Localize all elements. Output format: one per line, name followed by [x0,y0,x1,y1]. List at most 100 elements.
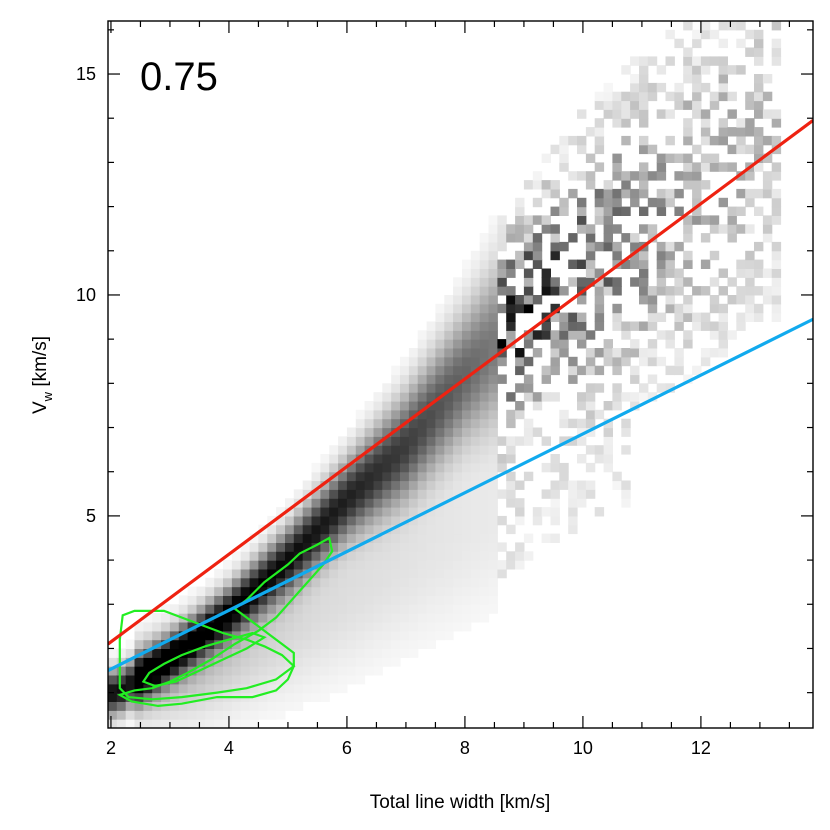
heatmap-cell [125,710,136,720]
heatmap-cell [612,171,622,181]
heatmap-cell [320,604,330,614]
heatmap-cell [692,65,702,75]
heatmap-cell [532,427,543,437]
heatmap-cell [621,259,631,269]
heatmap-cell [187,648,197,658]
heatmap-cell [134,719,144,728]
heatmap-cell [187,639,197,649]
heatmap-cell [444,330,454,340]
heatmap-cell [400,392,410,402]
heatmap-cell [479,445,490,455]
heatmap-cell [745,91,755,102]
heatmap-cell [231,586,242,596]
heatmap-cell [444,462,454,473]
heatmap-cell [169,639,180,649]
heatmap-cell [302,692,313,702]
heatmap-cell [754,109,764,119]
heatmap-cell [346,507,357,517]
heatmap-cell [426,604,436,614]
heatmap-cell [603,462,613,473]
heatmap-cell [426,356,436,367]
heatmap-cell [647,356,658,367]
heatmap-cell [187,692,197,702]
heatmap-cell [285,683,295,694]
heatmap-cell [426,427,436,437]
heatmap-cell [223,710,233,720]
heatmap-cell [462,295,472,305]
heatmap-cell [754,241,764,252]
heatmap-cell [762,295,773,305]
heatmap-cell [346,471,357,482]
heatmap-cell [152,613,162,623]
heatmap-cell [506,312,516,322]
heatmap-cell [453,507,463,517]
heatmap-cell [408,436,419,446]
heatmap-cell [506,330,516,340]
heatmap-cell [444,551,454,561]
heatmap-cell [435,374,445,384]
heatmap-cell [258,630,268,641]
heatmap-cell [603,109,613,119]
heatmap-cell [311,595,321,605]
heatmap-cell [462,330,472,340]
heatmap-cell [444,454,454,464]
heatmap-cell [285,701,295,711]
heatmap-cell [621,180,631,190]
heatmap-cell [311,560,321,570]
heatmap-cell [683,47,693,57]
heatmap-cell [718,348,728,358]
heatmap-cell [470,303,481,314]
heatmap-cell [169,604,180,614]
heatmap-cell [258,683,268,694]
heatmap-cell [417,330,428,340]
heatmap-cell [745,286,755,296]
heatmap-cell [656,250,667,261]
heatmap-cell [426,330,436,340]
heatmap-cell [630,197,640,208]
heatmap-cell [736,144,746,155]
heatmap-cell [214,630,224,641]
heatmap-cell [585,250,596,261]
heatmap-cell [479,339,490,349]
heatmap-cell [515,551,525,561]
heatmap-cell [771,215,782,225]
heatmap-cell [417,604,428,614]
heatmap-cell [462,480,472,490]
heatmap-cell [497,268,507,278]
heatmap-cell [267,586,277,596]
heatmap-cell [639,65,649,75]
heatmap-cell [559,418,569,429]
heatmap-cell [479,515,490,526]
heatmap-cell [488,339,498,349]
heatmap-cell [453,454,463,464]
heatmap-cell [692,38,702,49]
heatmap-cell [311,480,321,490]
heatmap-cell [585,383,596,393]
heatmap-cell [568,480,578,490]
heatmap-cell [497,568,507,579]
heatmap-cell [302,542,313,552]
heatmap-cell [532,515,543,526]
heatmap-cell [656,286,667,296]
heatmap-cell [470,480,481,490]
heatmap-cell [506,409,516,420]
heatmap-cell [435,339,445,349]
heatmap-cell [364,595,374,605]
heatmap-cell [470,507,481,517]
heatmap-cell [665,295,675,305]
heatmap-cell [665,153,675,163]
heatmap-cell [453,560,463,570]
heatmap-cell [417,427,428,437]
heatmap-cell [196,595,206,605]
heatmap-cell [435,533,445,543]
heatmap-cell [630,374,640,384]
heatmap-cell [647,286,658,296]
heatmap-cell [426,542,436,552]
heatmap-cell [462,286,472,296]
heatmap-cell [391,524,401,535]
heatmap-cell [382,471,392,482]
heatmap-cell [594,277,605,287]
heatmap-cell [408,489,419,499]
heatmap-cell [718,303,728,314]
